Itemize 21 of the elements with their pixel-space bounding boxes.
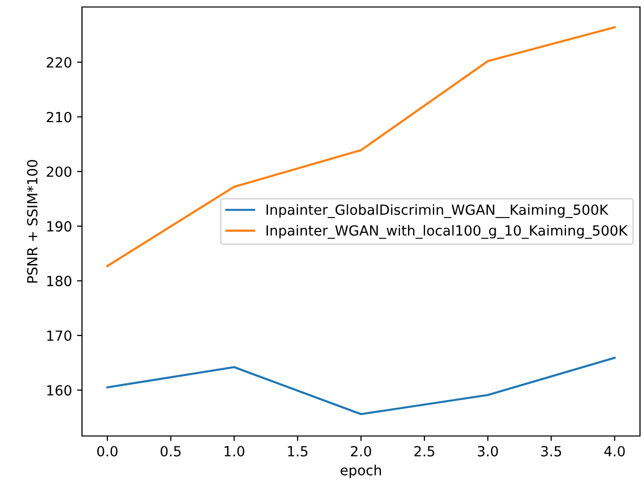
x-axis-title: epoch	[340, 464, 381, 478]
y-tick-label: 170	[47, 330, 72, 341]
x-tick-label: 4.0	[604, 446, 625, 456]
x-tick-label: 2.5	[414, 446, 434, 456]
y-tick-label: 160	[47, 385, 72, 396]
y-tick-label: 180	[47, 276, 72, 286]
x-tick-label: 0.0	[97, 446, 118, 456]
y-tick-label: 200	[46, 166, 72, 177]
x-tick-label: 3.0	[478, 446, 498, 456]
x-tick-label: 3.5	[541, 446, 562, 456]
x-tick-label: 2.0	[350, 446, 372, 456]
legend-label: Inpainter_WGAN_with_local100_g_10_Kaiming_500K	[266, 224, 628, 239]
legend-label: Inpainter_GlobalDiscrimin_WGAN__Kaiming_500K	[266, 204, 609, 218]
y-tick-label: 210	[46, 112, 72, 122]
x-tick-label: 1.5	[288, 446, 308, 456]
y-axis-title: PSNR + SSIM*100	[27, 160, 38, 283]
line-series	[106, 356, 616, 416]
y-tick-label: 220	[46, 57, 72, 68]
x-tick-label: 0.5	[160, 446, 181, 456]
y-tick-label: 190	[47, 221, 72, 232]
x-tick-label: 1.0	[224, 446, 244, 456]
